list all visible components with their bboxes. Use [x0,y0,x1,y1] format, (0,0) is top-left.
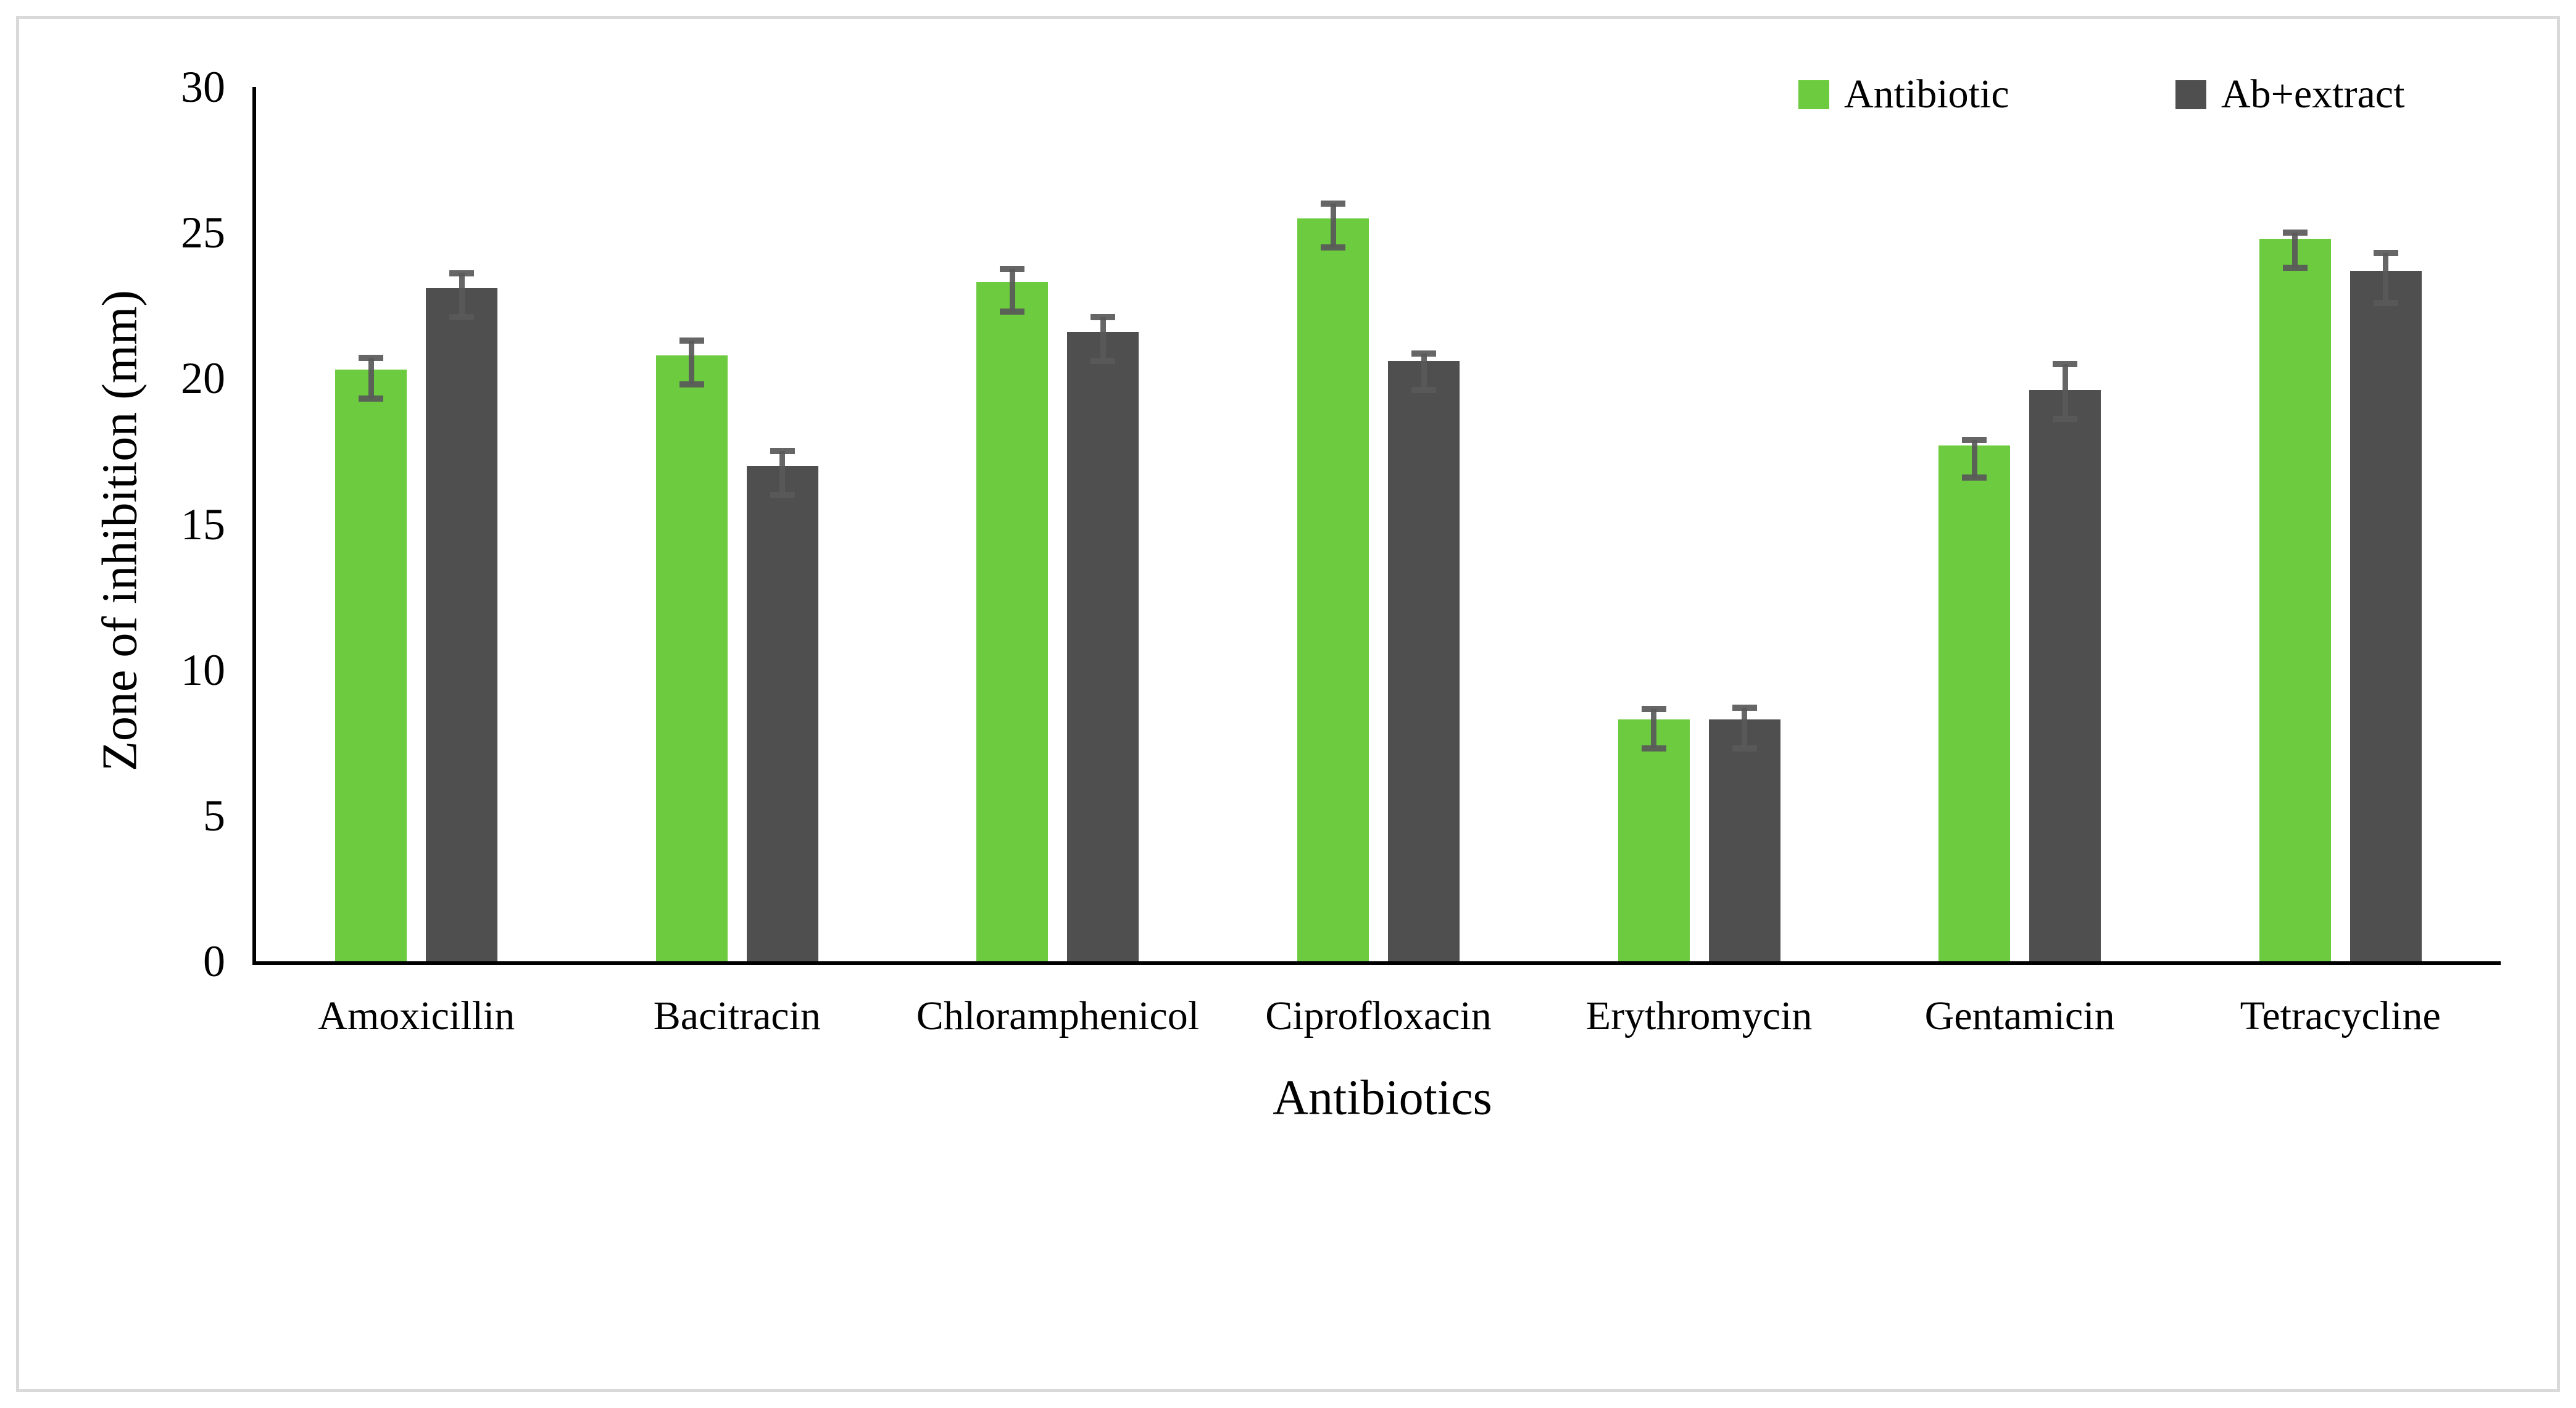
error-bar-line [1421,354,1427,391]
error-bar-line [1742,708,1748,749]
error-bar-top-cap [1000,266,1025,273]
error-bar-bottom-cap [1962,474,1987,481]
error-bar-line [1009,269,1015,312]
category-label: Chloramphenicol [916,993,1200,1038]
category-label: Amoxicillin [318,993,515,1038]
error-bar-top-cap [1411,350,1436,357]
bar-antibiotic-gentamicin [1938,445,2011,961]
legend-label-ab-extract: Ab+extract [2221,72,2405,117]
error-bar-top-cap [1732,705,1757,711]
y-tick-label: 0 [203,937,225,986]
error-bar-bottom-cap [1091,357,1116,364]
x-axis-title: Antibiotics [1273,1070,1492,1125]
y-axis-title: Zone of inhibition (mm) [93,290,147,771]
y-axis-line [252,87,256,965]
error-bar-line [2292,233,2298,268]
category-label: Ciprofloxacin [1265,993,1492,1038]
legend-swatch-ab-extract [2175,80,2206,109]
error-bar-top-cap [449,270,475,277]
error-bar-bottom-cap [2053,416,2078,423]
error-bar-top-cap [2053,360,2078,367]
error-bar-top-cap [2373,250,2398,257]
bar-antibiotic-chloramphenicol [976,282,1049,961]
category-label: Bacitracin [653,993,821,1038]
error-bar-line [779,451,786,495]
bar-antibiotic-amoxicillin [335,370,407,961]
x-axis-line [252,961,2501,965]
bar-ab+extract-tetracycline [2350,270,2422,961]
error-bar-top-cap [1962,436,1987,443]
bar-ab+extract-bacitracin [746,466,818,961]
error-bar-line [459,273,465,318]
error-bar-bottom-cap [1321,244,1345,251]
bar-ab+extract-ciprofloxacin [1388,360,1460,961]
error-bar-line [1100,317,1106,361]
y-tick-label: 30 [181,62,225,112]
legend-item-ab-extract: Ab+extract [2175,72,2405,117]
error-bar-bottom-cap [359,395,384,402]
error-bar-top-cap [1091,314,1116,321]
category-label: Gentamicin [1924,993,2115,1038]
error-bar-top-cap [2282,230,2308,236]
bar-ab+extract-chloramphenicol [1067,331,1139,961]
error-bar-bottom-cap [449,314,475,321]
bar-antibiotic-ciprofloxacin [1297,218,1369,961]
bar-ab+extract-erythromycin [1708,719,1780,961]
bar-ab+extract-amoxicillin [426,288,498,961]
error-bar-bottom-cap [1732,745,1757,752]
y-tick-label: 25 [181,208,225,258]
bar-antibiotic-bacitracin [655,355,728,961]
bar-antibiotic-erythromycin [1618,719,1690,961]
y-tick-label: 10 [181,645,225,695]
category-label: Erythromycin [1585,993,1813,1038]
legend-swatch-antibiotic [1798,80,1829,109]
y-tick-label: 5 [203,790,225,840]
legend-label-antibiotic: Antibiotic [1844,72,2009,117]
y-tick-label: 15 [181,499,225,549]
error-bar-line [689,340,695,384]
error-bar-line [1651,709,1657,749]
error-bar-top-cap [1641,706,1666,713]
error-bar-bottom-cap [2282,264,2308,271]
error-bar-top-cap [359,355,384,362]
error-bar-top-cap [1321,200,1345,207]
error-bar-line [1330,203,1336,247]
bar-antibiotic-tetracycline [2259,238,2331,961]
error-bar-line [2062,363,2068,420]
error-bar-top-cap [770,448,795,455]
y-tick-label: 20 [181,354,225,404]
error-bar-line [1971,439,1977,478]
error-bar-bottom-cap [1000,308,1025,315]
error-bar-line [368,358,374,399]
category-label: Tetracycline [2240,993,2441,1038]
error-bar-bottom-cap [770,492,795,499]
error-bar-bottom-cap [1641,745,1666,752]
legend-item-antibiotic: Antibiotic [1798,72,2009,117]
error-bar-bottom-cap [679,381,704,387]
error-bar-bottom-cap [2373,299,2398,306]
bar-ab+extract-gentamicin [2029,390,2101,961]
error-bar-bottom-cap [1411,387,1436,394]
error-bar-top-cap [679,337,704,344]
error-bar-line [2383,253,2389,303]
